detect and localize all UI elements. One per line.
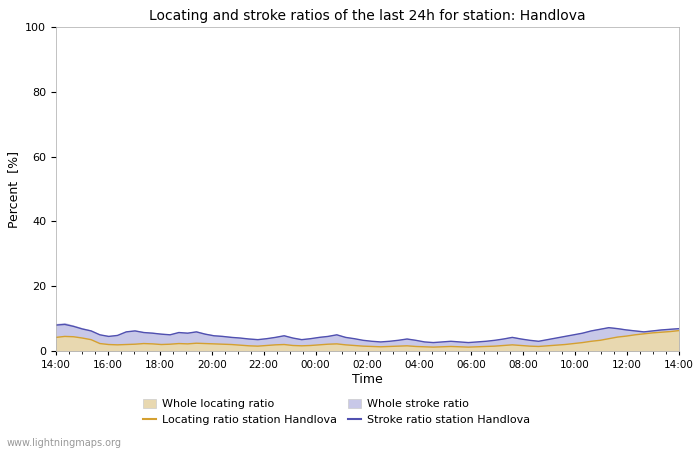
Y-axis label: Percent  [%]: Percent [%] [7, 150, 20, 228]
Text: www.lightningmaps.org: www.lightningmaps.org [7, 438, 122, 448]
Title: Locating and stroke ratios of the last 24h for station: Handlova: Locating and stroke ratios of the last 2… [149, 9, 586, 23]
Legend: Whole locating ratio, Locating ratio station Handlova, Whole stroke ratio, Strok: Whole locating ratio, Locating ratio sta… [143, 399, 530, 425]
X-axis label: Time: Time [352, 373, 383, 386]
